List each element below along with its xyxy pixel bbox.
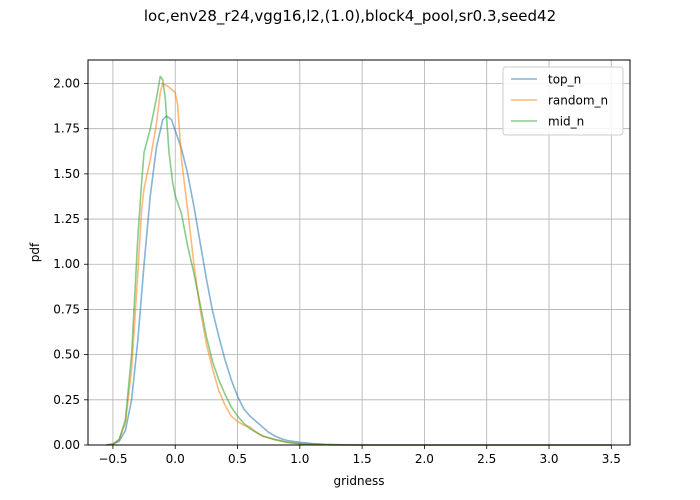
ticks-layer: −0.5 0.0 0.5 1.0 1.5 2.0 2.5 3.0 3.5 0.00 0.25 0.50… bbox=[53, 76, 621, 466]
legend: top_n random_n mid_n bbox=[502, 66, 624, 136]
x-axis-label: gridness bbox=[334, 474, 385, 488]
legend-label: random_n bbox=[548, 94, 608, 108]
y-tick-label: 1.25 bbox=[53, 212, 80, 226]
chart-title: loc,env28_r24,vgg16,l2,(1.0),block4_pool… bbox=[143, 7, 557, 25]
y-tick-label: 2.00 bbox=[53, 76, 80, 90]
x-tick-label: 3.0 bbox=[539, 452, 558, 466]
y-tick-label: 1.50 bbox=[53, 167, 80, 181]
legend-label: top_n bbox=[548, 73, 581, 87]
x-tick-label: 2.0 bbox=[415, 452, 434, 466]
x-tick-label: 1.0 bbox=[290, 452, 309, 466]
x-tick-label: 0.5 bbox=[228, 452, 247, 466]
series-line-mid_n bbox=[106, 75, 612, 446]
series-layer bbox=[106, 75, 612, 446]
y-tick-label: 0.50 bbox=[53, 348, 80, 362]
legend-box bbox=[502, 66, 624, 136]
series-line-top_n bbox=[106, 115, 612, 446]
x-tick-label: 1.5 bbox=[353, 452, 372, 466]
y-tick-label: 0.25 bbox=[53, 393, 80, 407]
y-tick-label: 0.00 bbox=[53, 438, 80, 452]
legend-label: mid_n bbox=[548, 115, 584, 129]
x-tick-label: 3.5 bbox=[602, 452, 621, 466]
y-tick-label: 0.75 bbox=[53, 302, 80, 316]
y-tick-label: 1.75 bbox=[53, 122, 80, 136]
x-tick-label: 0.0 bbox=[166, 452, 185, 466]
y-tick-label: 1.00 bbox=[53, 257, 80, 271]
x-tick-label: 2.5 bbox=[477, 452, 496, 466]
x-tick-label: −0.5 bbox=[98, 452, 127, 466]
axes-frame bbox=[87, 59, 631, 446]
y-axis-label: pdf bbox=[28, 242, 42, 262]
